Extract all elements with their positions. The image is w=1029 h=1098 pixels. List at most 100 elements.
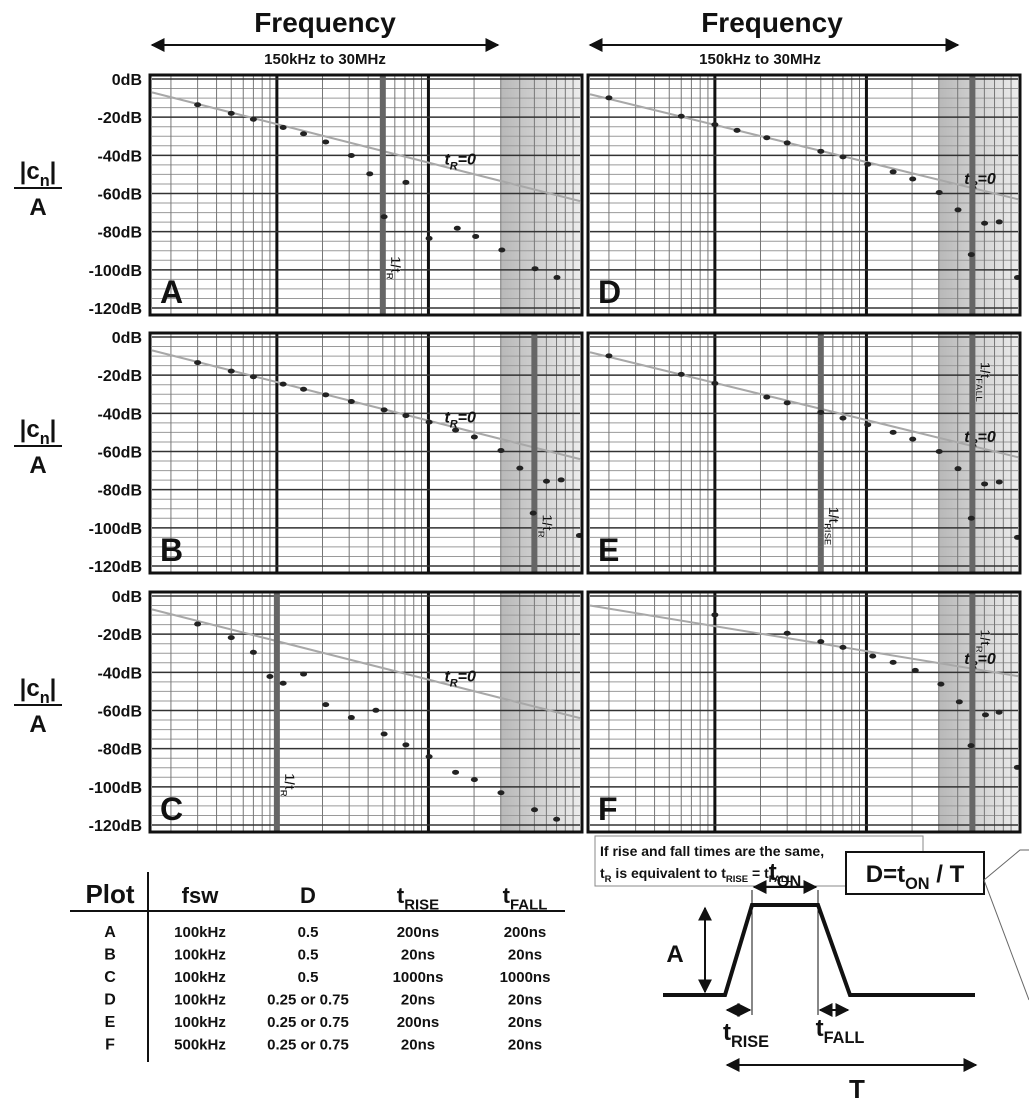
table-cell: F (105, 1037, 115, 1054)
data-point (889, 169, 897, 175)
data-point (194, 621, 202, 627)
plot-frame (586, 331, 1022, 575)
table-header: tFALL (503, 883, 548, 914)
data-point (470, 777, 478, 783)
data-point (733, 127, 741, 133)
table-cell: 0.5 (298, 947, 319, 964)
table-header-part: Plot (85, 879, 134, 909)
table-cell: 20ns (401, 992, 435, 1009)
data-point (452, 769, 460, 775)
data-point (472, 233, 480, 239)
t-fall-label-part: t (816, 1015, 824, 1042)
t-on-label-part: t (769, 859, 777, 886)
marker-label-part: 1/t (539, 514, 555, 531)
data-point (981, 481, 989, 487)
t-fall-label: tFALL (816, 1015, 865, 1047)
note-text-part: R (605, 874, 612, 885)
table-header: tRISE (397, 883, 439, 914)
marker-label-part: 1/t (977, 629, 993, 646)
reference-label-part: R (450, 677, 458, 689)
reference-line (589, 93, 1019, 201)
data-point (531, 266, 539, 272)
data-point (227, 368, 235, 374)
note-text-part: RISE (726, 874, 748, 885)
shaded-region (500, 592, 580, 832)
callout-line (983, 879, 1029, 1001)
t-fall-label-part: FALL (824, 1029, 865, 1047)
data-point (194, 360, 202, 366)
data-point (677, 113, 685, 119)
freq-title: Frequency (254, 7, 396, 38)
table-cell: 0.25 or 0.75 (267, 1014, 349, 1031)
y-tick-label: -120dB (89, 818, 142, 835)
data-point (249, 374, 257, 380)
reference-label-part: R (450, 418, 458, 430)
reference-label: tR=0 (444, 152, 476, 173)
reference-label-part: =0 (977, 171, 995, 188)
data-point (425, 235, 433, 241)
data-point (783, 140, 791, 146)
table-cell: 100kHz (174, 992, 226, 1009)
table-cell: 20ns (508, 947, 542, 964)
data-point (322, 392, 330, 398)
marker-label-part: FALL (973, 378, 984, 402)
data-point (763, 135, 771, 141)
data-point (677, 371, 685, 377)
freq-range: 150kHz to 30MHz (264, 51, 386, 68)
marker-label-part: R (535, 531, 546, 538)
table-cell: 20ns (401, 947, 435, 964)
data-point (531, 807, 539, 813)
y-axis-label-part: n (40, 689, 50, 707)
table-cell: 0.5 (298, 969, 319, 986)
note-text-part: If rise and fall times are the same, (600, 843, 824, 859)
data-point (605, 95, 613, 101)
marker-label: 1/tR (278, 773, 298, 796)
y-axis-label-part: |c (20, 675, 40, 702)
shaded-region (938, 592, 1018, 832)
reference-label: tR=0 (444, 669, 476, 690)
data-point (470, 434, 478, 440)
data-point (347, 399, 355, 405)
table-cell: 1000ns (393, 969, 444, 986)
panel-label: E (598, 532, 619, 568)
data-point (425, 754, 433, 760)
freq-title: Frequency (701, 7, 843, 38)
table-header-part: FALL (510, 897, 547, 914)
t-on-label-part: ON (777, 873, 801, 891)
reference-label-part: t (964, 171, 970, 188)
data-point (995, 479, 1003, 485)
note-text-part: is equivalent to t (612, 865, 727, 881)
y-tick-label: -40dB (98, 665, 142, 682)
data-point (300, 386, 308, 392)
shaded-region (500, 333, 580, 573)
data-point (366, 171, 374, 177)
data-point (981, 220, 989, 226)
callout-line (983, 849, 1029, 881)
data-point (497, 790, 505, 796)
y-tick-label: 0dB (112, 589, 142, 606)
data-point (380, 214, 388, 220)
y-tick-label: -40dB (98, 406, 142, 423)
reference-line (589, 604, 1019, 678)
marker-label-part: 1/t (388, 256, 404, 273)
data-point (817, 639, 825, 645)
marker-label-part: 1/t (977, 362, 993, 379)
data-point (817, 409, 825, 415)
data-point (497, 448, 505, 454)
data-point (911, 667, 919, 673)
period-label: T (849, 1074, 865, 1098)
reference-label-part: t (964, 651, 970, 668)
data-point (967, 252, 975, 258)
y-axis-label: A (29, 194, 46, 221)
data-point (839, 154, 847, 160)
data-point (839, 415, 847, 421)
y-tick-label: -80dB (98, 742, 142, 759)
data-point (300, 131, 308, 137)
data-point (935, 449, 943, 454)
reference-line (151, 91, 581, 203)
marker-label-part: 1/t (826, 507, 842, 524)
plot-frame (148, 331, 584, 575)
reference-label-part: t (444, 410, 450, 427)
y-axis-label-part: | (50, 416, 57, 443)
table-cell: 200ns (397, 1014, 440, 1031)
